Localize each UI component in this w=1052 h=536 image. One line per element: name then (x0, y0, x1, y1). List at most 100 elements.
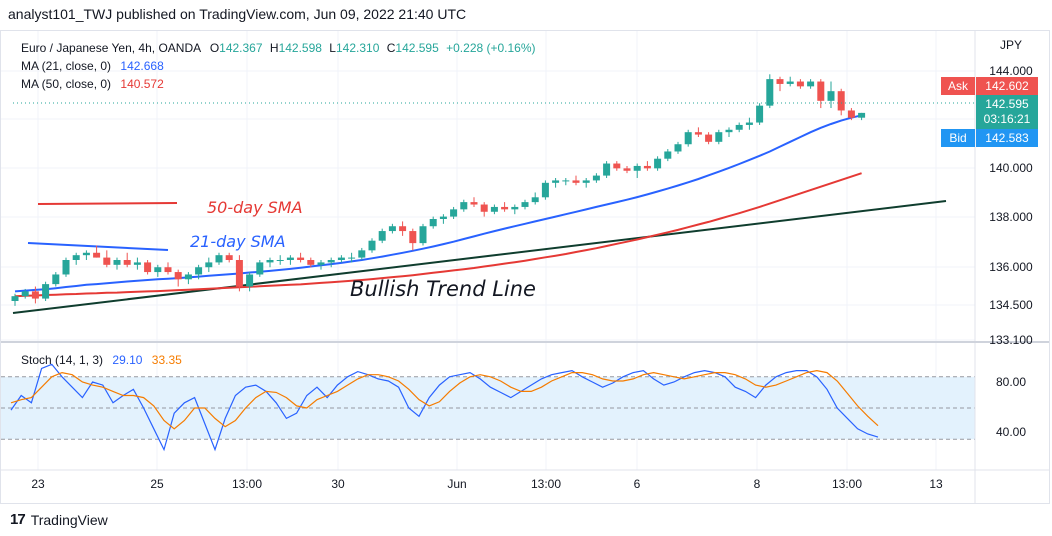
candle-body (664, 151, 672, 159)
price-tick: 134.500 (989, 298, 1033, 312)
candle-body (837, 91, 845, 111)
tradingview-logo-icon: 17 (10, 511, 26, 528)
candle-body (786, 81, 794, 84)
candle (133, 257, 141, 270)
candle-body (133, 262, 141, 265)
sma21-marker-line[interactable] (27, 242, 169, 251)
ask-price-tag (976, 77, 1038, 95)
ma50-label: MA (50, close, 0) (21, 77, 111, 91)
candle (715, 129, 723, 145)
candle-body (368, 240, 376, 251)
candle (480, 202, 488, 217)
candle-body (470, 202, 478, 205)
candle (429, 216, 437, 229)
stoch-label: Stoch (14, 1, 3) (21, 353, 103, 367)
low-label: L (329, 41, 336, 55)
symbol-name: Euro / Japanese Yen, 4h, OANDA (21, 41, 201, 55)
ma21-legend[interactable]: MA (21, close, 0) 142.668 (21, 59, 164, 73)
ma21-line (14, 114, 862, 293)
tradingview-brand[interactable]: 17 TradingView (10, 511, 108, 528)
chart-canvas[interactable]: 50-day SMA 21-day SMA Bullish Trend Line… (1, 31, 1049, 503)
price-tick: 133.100 (989, 333, 1033, 347)
candle (348, 252, 356, 263)
candle-body (72, 255, 80, 260)
candle-body (715, 132, 723, 142)
candle-body (541, 182, 549, 198)
candle (256, 260, 264, 277)
candle (735, 122, 743, 133)
ma50-line (14, 172, 862, 298)
candle-body (123, 260, 131, 265)
symbol-title: Euro / Japanese Yen, 4h, OANDA O142.367 … (21, 41, 536, 55)
candle-body (317, 262, 325, 265)
time-tick: 13:00 (232, 477, 262, 491)
candle (52, 272, 60, 287)
bid-tag-left (941, 129, 975, 147)
candle-body (521, 202, 529, 207)
ma21-value: 142.668 (120, 59, 164, 73)
candle-body (796, 81, 804, 87)
ma50-legend[interactable]: MA (50, close, 0) 140.572 (21, 77, 164, 91)
candle-body (705, 134, 713, 142)
candle-body (174, 272, 182, 280)
candle-body (235, 260, 243, 287)
candle-body (113, 260, 121, 265)
candle (613, 161, 621, 171)
candle-body (766, 79, 774, 106)
stoch-k-value: 29.10 (112, 353, 142, 367)
bar-countdown: 03:16:21 (984, 112, 1031, 126)
candle (123, 252, 131, 268)
stoch-d-line (10, 369, 879, 430)
candle (582, 178, 590, 188)
candle-body (184, 274, 192, 280)
bid-label: Bid (949, 131, 966, 145)
stoch-tick: 80.00 (996, 375, 1026, 389)
candle-body (592, 175, 600, 181)
candle-body (52, 274, 60, 285)
candle (72, 252, 80, 265)
candle-body (827, 91, 835, 101)
candle-body (62, 260, 70, 275)
candle-body (144, 262, 152, 273)
low-value: 142.310 (336, 41, 380, 55)
candle (643, 161, 651, 171)
candle-body (164, 267, 172, 273)
candle-body (42, 284, 50, 299)
candle (317, 260, 325, 270)
candle (684, 129, 692, 147)
candle (511, 204, 519, 215)
stoch-legend[interactable]: Stoch (14, 1, 3) 29.10 33.35 (21, 353, 182, 367)
candle-body (195, 267, 203, 275)
candle-body (807, 81, 815, 87)
price-tick: 144.000 (989, 64, 1033, 78)
ask-tag-left (941, 77, 975, 95)
open-value: 142.367 (219, 41, 263, 55)
candle (409, 228, 417, 251)
open-label: O (210, 41, 219, 55)
candle-body (348, 257, 356, 259)
bullish-trend-line[interactable] (12, 200, 947, 314)
candle-body (358, 250, 366, 258)
candle-body (694, 132, 702, 135)
candle (654, 156, 662, 171)
candle-body (307, 260, 315, 265)
candle-body (276, 260, 284, 261)
candle-body (745, 122, 753, 125)
candle (725, 127, 733, 137)
candle (21, 288, 29, 299)
candle-body (756, 105, 764, 123)
candle (205, 257, 213, 273)
candle (460, 199, 468, 212)
candle-body (154, 267, 162, 273)
candle (154, 264, 162, 277)
candle (837, 88, 845, 116)
candle-body (603, 163, 611, 176)
candle (195, 264, 203, 280)
candle (501, 202, 509, 212)
high-value: 142.598 (279, 41, 323, 55)
candle-body (643, 165, 651, 169)
candle (633, 163, 641, 178)
sma50-marker-line[interactable] (37, 202, 178, 205)
candle-body (511, 206, 519, 210)
sma21-annotation: 21-day SMA (190, 232, 286, 251)
